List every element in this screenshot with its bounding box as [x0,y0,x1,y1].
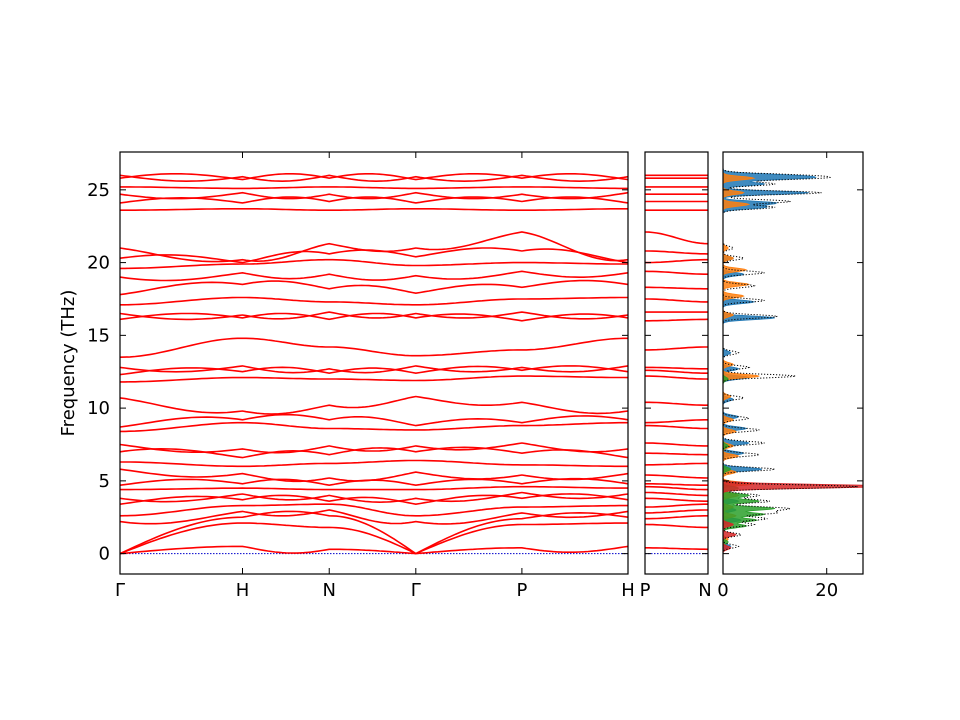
band-line [120,174,628,183]
band-line [645,491,708,497]
y-tick-label: 5 [99,471,110,492]
main-ticks: 0 5 10 15 20 25 Γ H N Γ P H [87,152,635,601]
pn-band-lines [645,174,708,555]
band-line [645,375,708,380]
band-line [645,515,708,520]
band-line [120,365,628,374]
band-line [645,286,708,290]
band-line [645,346,708,351]
band-line [645,250,708,255]
band-line [120,545,628,555]
band-line [120,485,628,491]
band-line [645,509,708,514]
dos-panel: 0 20 [717,151,864,601]
band-line [120,279,628,296]
band-line [120,509,628,525]
band-line [645,258,708,264]
band-line [120,522,628,555]
band-line [120,491,628,504]
y-tick-label: 10 [87,398,110,419]
kpoint-label: Γ [115,580,125,601]
kpoint-label: H [621,580,635,601]
band-line [645,419,708,424]
kpoint-label: N [698,580,711,601]
band-line [645,452,708,456]
band-line [645,523,708,529]
band-line [120,270,628,282]
y-tick-label: 20 [87,253,110,274]
band-line [120,468,628,483]
band-line [120,375,628,383]
band-line [120,413,628,428]
band-line [120,173,628,181]
band-line [645,462,708,466]
y-axis-label: Frequency (THz) [58,290,79,437]
band-line [120,503,628,517]
band-line [120,231,628,263]
kpoint-label: Γ [411,580,421,601]
pn-axes-frame [644,151,709,575]
band-line [120,191,628,200]
kpoint-label: H [236,580,250,601]
band-line [645,503,708,508]
band-line [120,421,628,433]
band-line [645,318,708,322]
band-line [120,296,628,306]
band-line [645,474,708,479]
y-tick-label: 15 [87,325,110,346]
kpoint-label: P [516,580,527,601]
band-line [120,459,628,468]
band-line [645,442,708,447]
x-tick-label: 0 [717,580,728,601]
band-line [120,395,628,415]
band-line [120,196,628,204]
band-line [645,497,708,502]
band-structure-panel: 0 5 10 15 20 25 Γ H N Γ P H [87,151,635,601]
band-line [645,369,708,374]
band-line [120,186,628,190]
band-line [120,311,628,321]
band-line [645,424,708,430]
band-line [120,337,628,358]
band-line [645,298,708,303]
band-line [645,270,708,275]
x-tick-label: 20 [815,580,838,601]
dos-ticks: 0 20 [717,152,863,601]
dos-partial-area [723,166,863,554]
band-lines [120,173,628,555]
band-line [645,547,708,551]
kpoint-label: P [640,580,651,601]
band-line [120,442,628,454]
band-line [120,258,628,270]
y-tick-label: 25 [87,180,110,201]
band-line [120,312,628,322]
band-line [645,485,708,491]
band-line [645,401,708,406]
kpoint-label: N [322,580,335,601]
band-line [645,366,708,370]
band-line [645,231,708,245]
band-line [120,208,628,211]
band-line [645,483,708,486]
main-axes-frame [119,151,629,575]
dos-axes-frame [722,151,864,575]
y-tick-label: 0 [99,544,110,565]
band-line [120,446,628,459]
